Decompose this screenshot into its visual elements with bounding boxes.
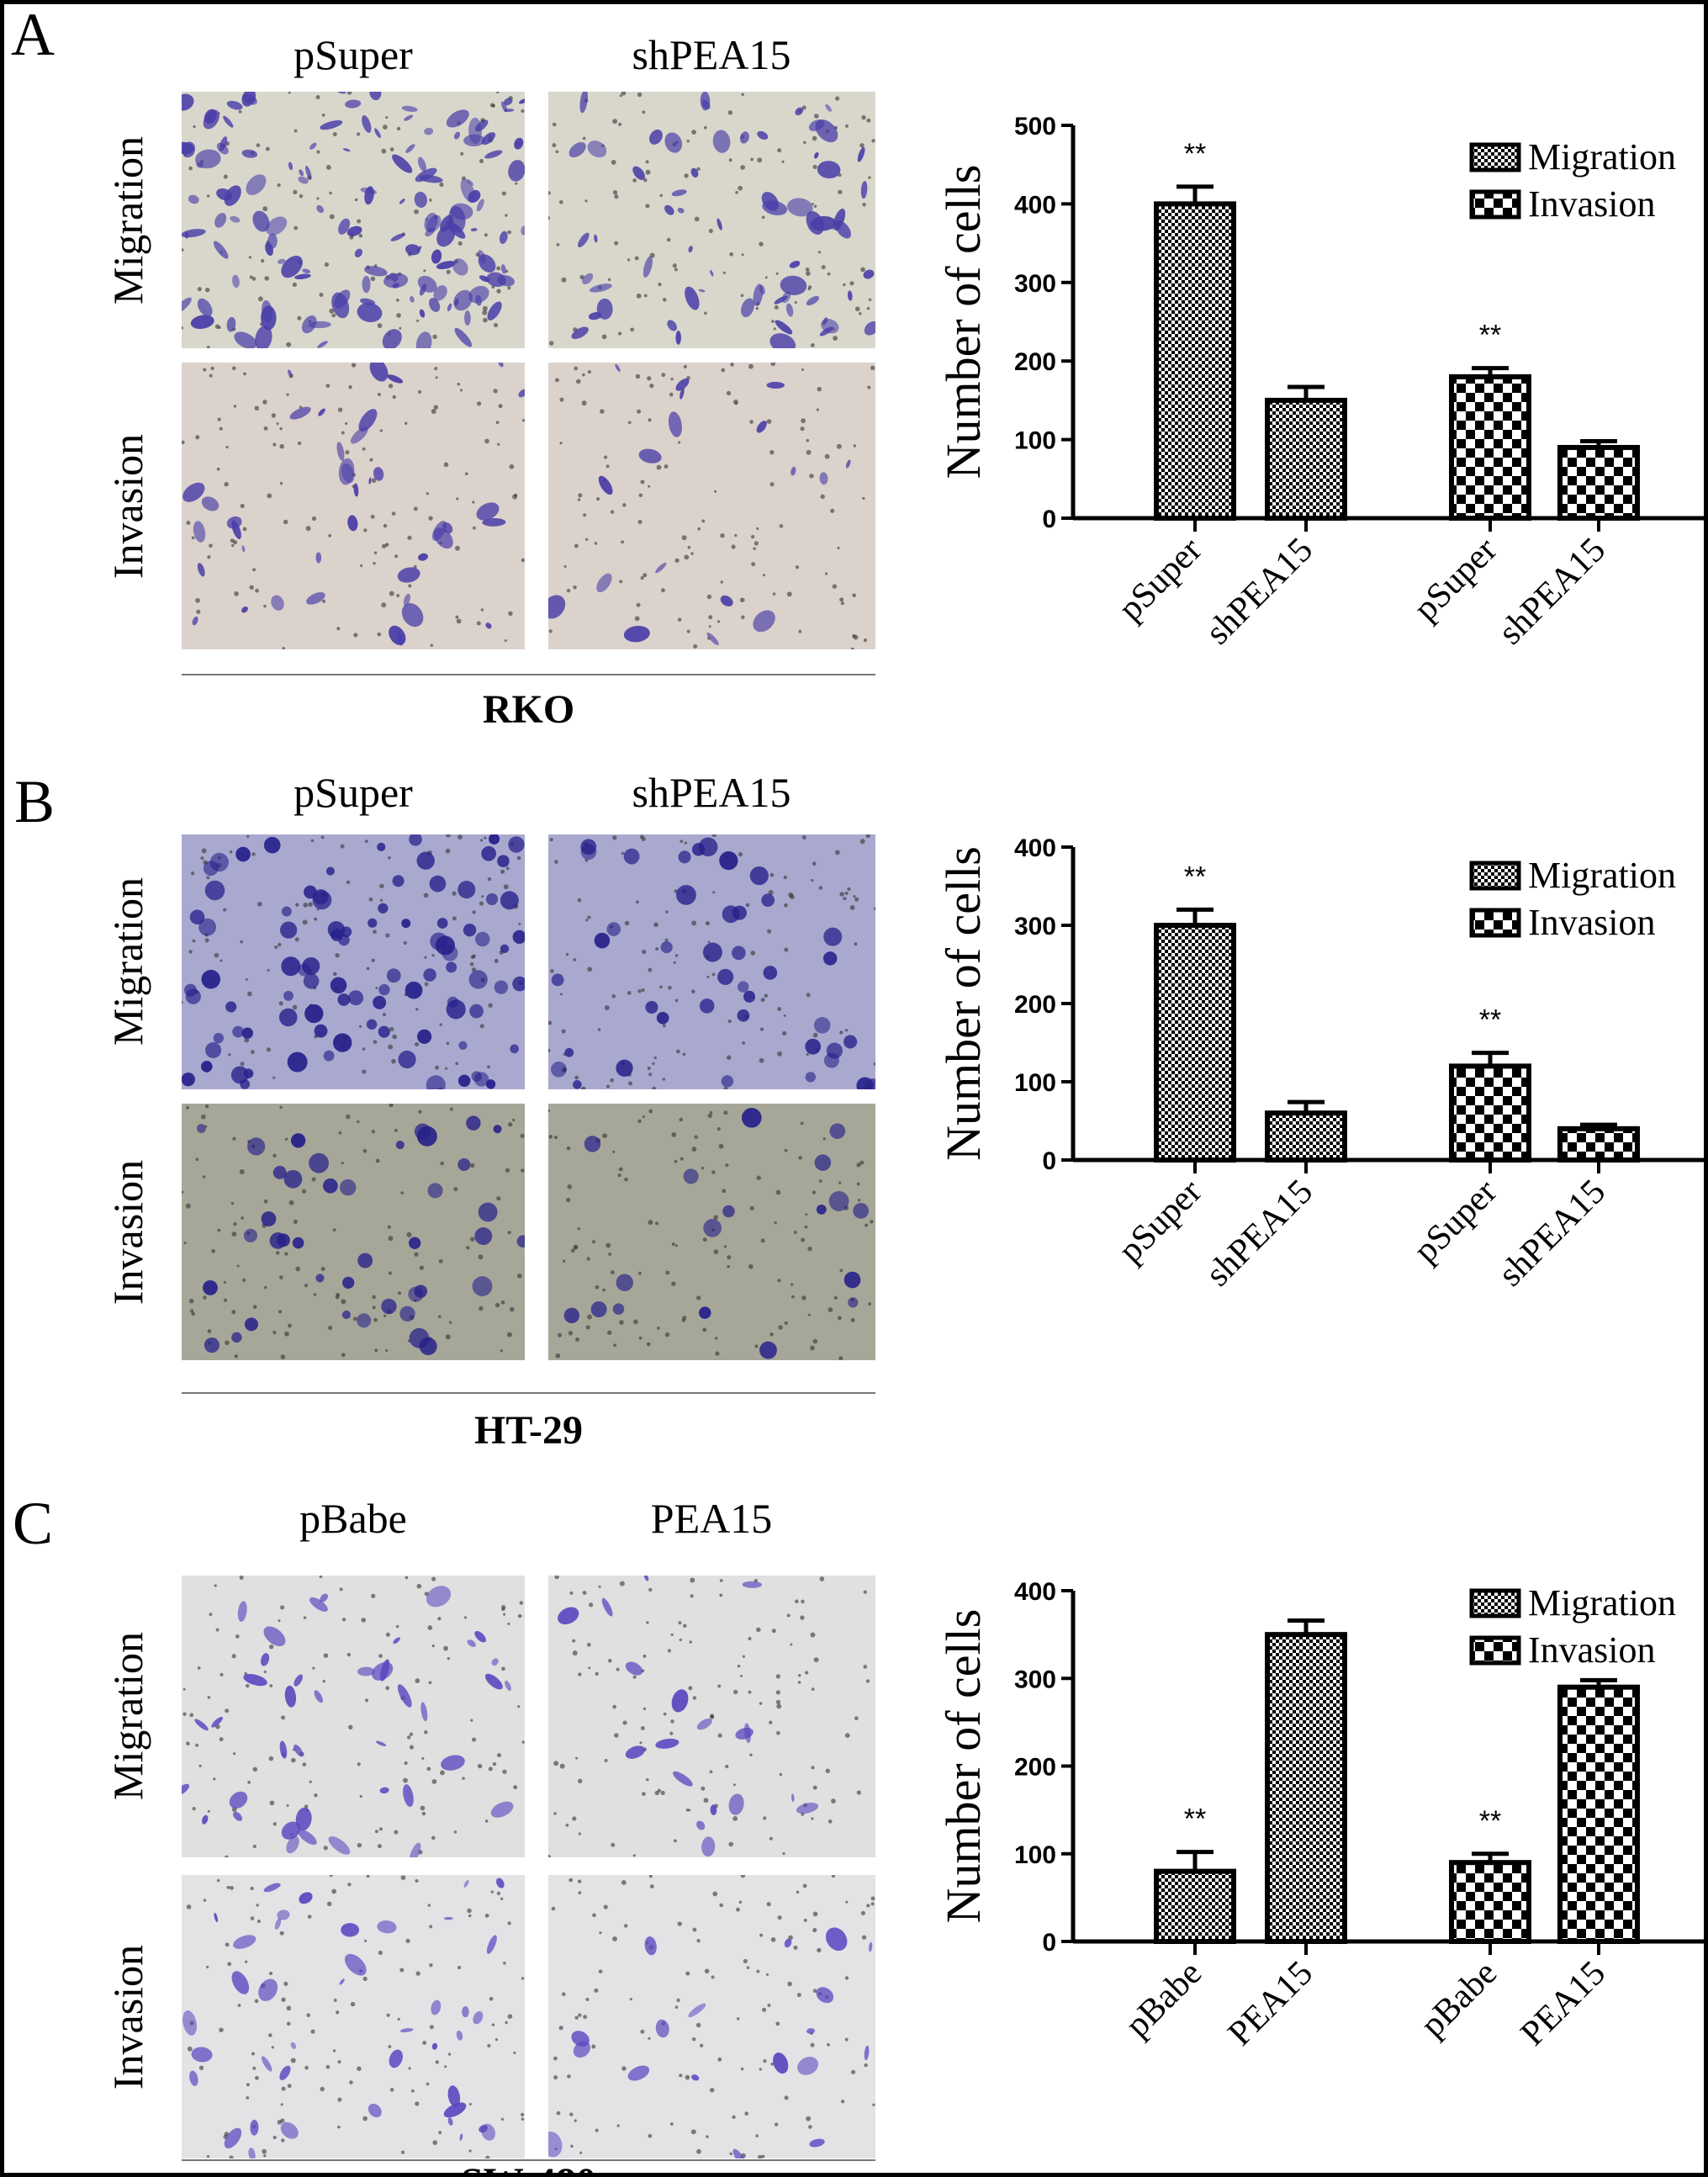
y-axis-label: Number of cells — [936, 165, 991, 479]
bar-invasion — [1449, 373, 1531, 521]
panel-label-c: C — [13, 1490, 54, 1557]
legend-label: Invasion — [1528, 902, 1656, 943]
legend-swatch-migration — [1469, 1588, 1521, 1618]
legend-swatch-invasion — [1469, 1635, 1521, 1666]
legend-label: Migration — [1528, 855, 1676, 896]
legend-swatch-invasion — [1469, 189, 1521, 220]
legend-label: Invasion — [1528, 183, 1656, 225]
divider — [182, 674, 875, 675]
significance-marker: ** — [1184, 1804, 1206, 1835]
column-header: pSuper — [293, 769, 413, 816]
micrograph-invasion-control — [182, 1104, 525, 1360]
significance-marker: ** — [1184, 861, 1206, 893]
y-tick-label: 0 — [1042, 1929, 1056, 1957]
x-tick-label: shPEA15 — [1491, 531, 1613, 653]
y-axis-label: Number of cells — [936, 846, 991, 1161]
x-tick-label: pSuper — [1406, 1173, 1504, 1271]
bar-invasion — [1449, 1860, 1531, 1945]
x-tick-label: pBabe — [1118, 1954, 1209, 2045]
bar-invasion — [1557, 444, 1640, 521]
micrograph-invasion-control — [182, 1875, 525, 2158]
cell-line-label: RKO — [482, 687, 575, 732]
x-tick-label: PEA15 — [1221, 1954, 1320, 2053]
x-tick-label: PEA15 — [1514, 1954, 1613, 2053]
y-tick-label: 200 — [1014, 991, 1056, 1019]
legend-label: Migration — [1528, 136, 1676, 177]
y-tick-label: 100 — [1014, 1069, 1056, 1097]
column-header: shPEA15 — [632, 31, 791, 78]
y-tick-label: 300 — [1014, 270, 1056, 298]
x-tick-label: shPEA15 — [1198, 1173, 1320, 1295]
bar-migration — [1154, 1868, 1236, 1945]
legend-label: Invasion — [1528, 1629, 1656, 1671]
micrograph-migration-control — [182, 834, 525, 1089]
micrograph-migration-control — [182, 1576, 525, 1857]
y-tick-label: 0 — [1042, 1147, 1056, 1175]
micrograph-invasion-control — [182, 363, 525, 649]
column-header: pSuper — [293, 31, 413, 78]
x-tick-label: pSuper — [1111, 1173, 1209, 1271]
x-tick-label: pSuper — [1406, 531, 1504, 629]
micrograph-migration-control — [182, 92, 525, 348]
bar-migration — [1265, 1632, 1347, 1944]
y-tick-label: 0 — [1042, 506, 1056, 533]
micrograph-migration-treatment — [548, 834, 875, 1089]
bar-invasion — [1557, 1126, 1640, 1163]
micrograph-invasion-treatment — [548, 363, 875, 649]
y-tick-label: 500 — [1014, 113, 1056, 140]
x-tick-label: pSuper — [1111, 531, 1209, 629]
y-tick-label: 300 — [1014, 913, 1056, 940]
legend-swatch-migration — [1469, 142, 1521, 172]
column-header: pBabe — [299, 1495, 407, 1542]
panel-label-b: B — [14, 768, 56, 835]
y-tick-label: 200 — [1014, 1754, 1056, 1782]
x-tick-label: shPEA15 — [1198, 531, 1320, 653]
micrograph-invasion-treatment — [548, 1104, 875, 1360]
micrograph-migration-treatment — [548, 92, 875, 348]
panel-label-a: A — [11, 1, 55, 68]
bar-migration — [1265, 397, 1347, 521]
y-tick-label: 200 — [1014, 348, 1056, 376]
y-axis-label: Number of cells — [936, 1609, 991, 1924]
legend-swatch-migration — [1469, 861, 1521, 891]
legend-label: Migration — [1528, 1582, 1676, 1623]
significance-marker: ** — [1479, 1805, 1501, 1837]
bar-invasion — [1449, 1063, 1531, 1163]
significance-marker: ** — [1479, 1004, 1501, 1036]
cell-line-label: HT-29 — [474, 1408, 583, 1453]
legend-swatch-invasion — [1469, 908, 1521, 938]
x-tick-label: shPEA15 — [1491, 1173, 1613, 1295]
divider — [182, 1392, 875, 1394]
column-header: PEA15 — [650, 1495, 773, 1542]
bar-migration — [1154, 923, 1236, 1163]
y-tick-label: 300 — [1014, 1666, 1056, 1693]
divider — [182, 2159, 875, 2161]
micrograph-migration-treatment — [548, 1576, 875, 1857]
y-tick-label: 400 — [1014, 191, 1056, 219]
bar-migration — [1154, 201, 1236, 521]
cell-line-label: SW-480 — [182, 2163, 875, 2174]
bar-invasion — [1557, 1684, 1640, 1945]
micrograph-invasion-treatment — [548, 1875, 875, 2158]
bar-migration — [1265, 1110, 1347, 1163]
x-tick-label: pBabe — [1414, 1954, 1504, 2045]
y-tick-label: 400 — [1014, 1578, 1056, 1606]
y-tick-label: 100 — [1014, 1841, 1056, 1869]
y-tick-label: 400 — [1014, 834, 1056, 862]
column-header: shPEA15 — [632, 769, 791, 816]
significance-marker: ** — [1184, 138, 1206, 170]
significance-marker: ** — [1479, 320, 1501, 352]
y-tick-label: 100 — [1014, 427, 1056, 455]
